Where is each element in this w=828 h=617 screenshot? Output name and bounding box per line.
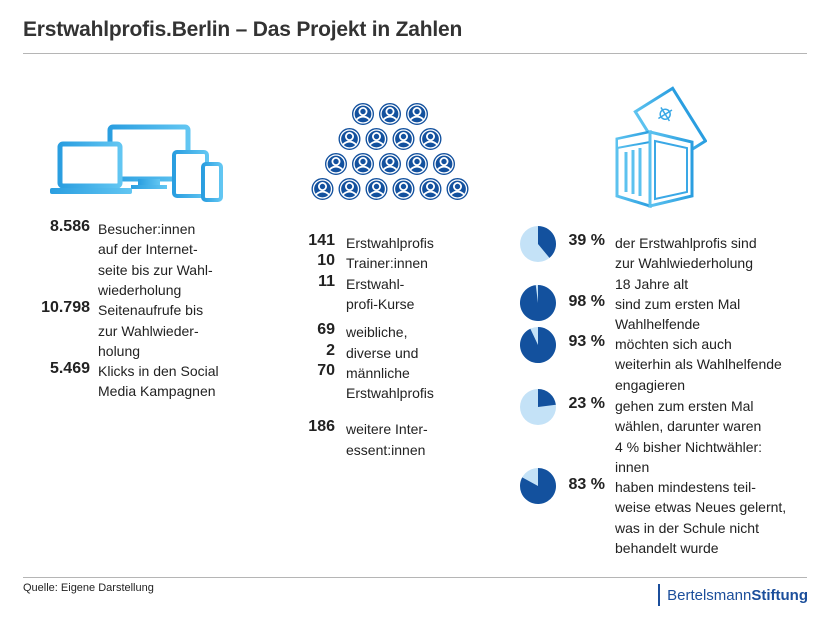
page-title: Erstwahlprofis.Berlin – Das Projekt in Z… — [23, 18, 463, 41]
participant-stat-value: 141 — [308, 232, 335, 249]
pie-value-slice — [538, 226, 556, 258]
survey-label-line: engagieren — [615, 376, 686, 393]
survey-label-line: was in der Schule nicht — [615, 519, 759, 536]
person-icon — [432, 152, 456, 176]
brand-bold: Stiftung — [751, 586, 808, 604]
website-stat-label-line: Seitenaufrufe bis — [98, 302, 204, 319]
participant-stat-value: 186 — [308, 418, 335, 436]
ballot-box-icon — [612, 84, 708, 214]
participant-stat-label-line: weitere Inter- — [346, 421, 428, 438]
survey-label-line: behandelt wurde — [615, 539, 719, 556]
survey-label-line: sind zum ersten Mal — [615, 296, 741, 312]
participant-stat-value: 11 — [318, 272, 335, 290]
percent-pie-chart — [520, 468, 557, 504]
survey-label-line: weiterhin als Wahlhelfende — [615, 356, 782, 373]
bottom-divider — [23, 577, 807, 578]
percent-value: 98 % — [568, 293, 605, 310]
person-icon — [378, 152, 402, 176]
website-stat-label-line: Klicks in den Social — [98, 363, 219, 380]
percent-pie-chart — [520, 226, 556, 262]
person-icon — [364, 127, 389, 151]
participant-stat-label-line: Erstwahlprofis — [346, 385, 434, 402]
person-icon — [391, 177, 416, 201]
participant-stat-value: 69 — [317, 321, 335, 339]
survey-label-line: innen — [615, 458, 650, 475]
person-icon — [310, 177, 335, 201]
participant-stat-label-line: diverse und — [346, 344, 419, 361]
survey-label-line: weise etwas Neues gelernt, — [615, 499, 787, 516]
participant-stat-value: 70 — [317, 361, 335, 379]
person-icon — [405, 152, 429, 176]
participant-stat-label-line: männliche — [346, 364, 410, 381]
person-icon — [324, 152, 348, 176]
people-group-icon — [305, 100, 475, 210]
devices-icon — [47, 122, 227, 207]
website-stat-value: 10.798 — [41, 299, 90, 317]
pie-value-slice — [538, 389, 556, 407]
person-icon — [405, 102, 429, 126]
survey-label-line: möchten sich auch — [615, 336, 732, 352]
percent-pie-chart — [519, 327, 556, 363]
survey-label-line: zur Wahlwiederholung — [615, 255, 753, 272]
person-icon — [337, 177, 362, 201]
website-stat-value: 8.586 — [49, 218, 90, 235]
survey-label-line: Wahlhelfende — [615, 316, 701, 333]
website-stat-label-line: zur Wahlwieder- — [98, 322, 199, 339]
brand-logo: Bertelsmann Stiftung — [658, 584, 808, 606]
person-icon — [418, 127, 443, 151]
person-icon — [364, 177, 389, 201]
person-icon — [351, 152, 375, 176]
pie-value-slice — [519, 327, 556, 363]
top-divider — [23, 53, 807, 54]
percent-value: 83 % — [568, 476, 605, 493]
percent-value: 93 % — [568, 333, 605, 350]
person-icon — [445, 177, 470, 201]
participant-stat-value: 10 — [317, 252, 335, 270]
person-icon — [351, 102, 375, 126]
participant-stat-value: 2 — [326, 341, 335, 359]
percent-value: 23 % — [568, 395, 605, 412]
website-stat-value: 5.469 — [49, 360, 90, 378]
percent-value: 39 % — [568, 232, 605, 249]
survey-label-line: gehen zum ersten Mal — [615, 398, 754, 414]
website-stat-label-line: auf der Internet- — [98, 241, 198, 258]
source-note: Quelle: Eigene Darstellung — [23, 582, 154, 594]
pie-value-slice — [519, 285, 556, 321]
participant-stat-label-line: profi-Kurse — [346, 295, 415, 312]
survey-label-line: 4 % bisher Nichtwähler: — [615, 438, 763, 455]
website-stat-label-line: wiederholung — [98, 281, 182, 298]
person-icon — [391, 127, 416, 151]
percent-pie-chart — [520, 389, 556, 425]
website-stat-label-line: Besucher:innen — [98, 221, 196, 237]
brand-bar — [658, 584, 661, 606]
participant-stat-label-line: Trainer:innen — [346, 255, 428, 272]
participant-stat-label-line: Erstwahlprofis — [346, 235, 434, 251]
brand-regular: Bertelsmann — [667, 586, 752, 604]
participant-stat-label-line: Erstwahl- — [346, 275, 405, 292]
person-icon — [418, 177, 443, 201]
person-icon — [378, 102, 402, 126]
participant-stat-label-line: weibliche, — [346, 324, 408, 341]
survey-label-line: der Erstwahlprofis sind — [615, 235, 757, 251]
website-stat-label-line: holung — [98, 342, 141, 359]
percent-pie-chart — [519, 285, 556, 321]
participant-stat-label-line: essent:innen — [346, 441, 426, 458]
survey-label-line: wählen, darunter waren — [615, 418, 762, 435]
website-stat-label-line: Media Kampagnen — [98, 383, 216, 400]
survey-label-line: 18 Jahre alt — [615, 275, 689, 292]
pie-value-slice — [520, 468, 557, 504]
person-icon — [337, 127, 362, 151]
survey-label-line: haben mindestens teil- — [615, 479, 756, 495]
website-stat-label-line: seite bis zur Wahl- — [98, 261, 213, 278]
